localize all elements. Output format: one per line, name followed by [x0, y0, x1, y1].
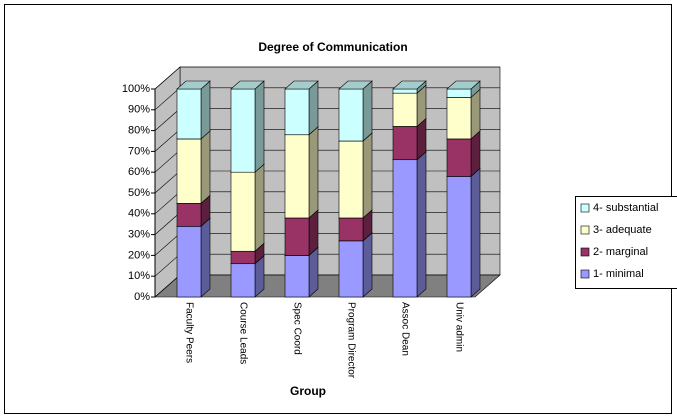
- bar-side: [308, 126, 319, 219]
- legend-swatch: [580, 269, 590, 279]
- bar: [392, 88, 418, 94]
- legend-swatch: [580, 225, 590, 235]
- bar: [176, 225, 202, 298]
- x-tick-label: Assoc Dean: [399, 302, 410, 356]
- y-tick-label: 20%: [128, 249, 150, 261]
- bar-side: [362, 132, 373, 219]
- bar-side: [362, 80, 373, 142]
- bar-top: [176, 80, 211, 90]
- bar-side: [254, 163, 265, 252]
- bar: [338, 217, 364, 242]
- bar: [176, 203, 202, 227]
- bar: [284, 217, 310, 256]
- y-tick-label: 100%: [122, 83, 150, 95]
- x-tick-label: Spec Coord: [291, 302, 302, 355]
- bar-top: [284, 80, 319, 90]
- x-tick-label: Course Leads: [237, 302, 248, 364]
- bar: [338, 88, 364, 142]
- bar: [176, 138, 202, 204]
- y-tick-label: 0%: [134, 291, 150, 303]
- bar: [176, 88, 202, 140]
- bar: [338, 240, 364, 298]
- bar: [392, 92, 418, 127]
- bar-side: [200, 217, 211, 298]
- legend-label: 4- substantial: [593, 202, 658, 214]
- bar: [446, 176, 472, 298]
- bar: [230, 263, 256, 298]
- bar-side: [470, 88, 481, 140]
- bar: [230, 88, 256, 173]
- bar-top: [446, 80, 481, 90]
- bar: [392, 126, 418, 161]
- y-tick-label: 70%: [128, 145, 150, 157]
- y-tick-label: 60%: [128, 166, 150, 178]
- y-tick-label: 40%: [128, 208, 150, 220]
- x-tick-label: Univ admin: [453, 302, 464, 352]
- bar-side: [254, 80, 265, 173]
- y-tick-label: 80%: [128, 125, 150, 137]
- bar: [230, 250, 256, 265]
- bar: [284, 88, 310, 136]
- bar: [446, 138, 472, 177]
- x-tick-label: Faculty Peers: [183, 302, 194, 363]
- bar: [446, 97, 472, 140]
- legend-label: 3- adequate: [593, 224, 652, 236]
- y-tick-label: 90%: [128, 104, 150, 116]
- legend-label: 2- marginal: [593, 246, 648, 258]
- bar-top: [392, 80, 427, 90]
- bar-side: [308, 246, 319, 298]
- bar: [392, 159, 418, 298]
- bar-side: [200, 130, 211, 205]
- chart-title: Degree of Communication: [258, 40, 407, 54]
- bar: [230, 171, 256, 252]
- bar: [284, 255, 310, 298]
- bar-side: [362, 232, 373, 298]
- bar: [446, 88, 472, 98]
- legend: [575, 196, 677, 289]
- y-tick-label: 30%: [128, 229, 150, 241]
- bar-side: [470, 167, 481, 298]
- bar: [284, 134, 310, 219]
- legend-swatch: [580, 203, 590, 213]
- legend-label: 1- minimal: [593, 268, 644, 280]
- y-tick-label: 50%: [128, 187, 150, 199]
- bar: [338, 140, 364, 219]
- grid-line: [154, 66, 500, 90]
- bar-top: [230, 80, 265, 90]
- x-axis-title: Group: [290, 384, 326, 398]
- bar-side: [308, 80, 319, 136]
- x-tick-label: Program Director: [345, 302, 356, 379]
- y-tick-label: 10%: [128, 270, 150, 282]
- bar-top: [338, 80, 373, 90]
- bar-side: [200, 80, 211, 140]
- legend-swatch: [580, 247, 590, 257]
- bar-side: [416, 151, 427, 298]
